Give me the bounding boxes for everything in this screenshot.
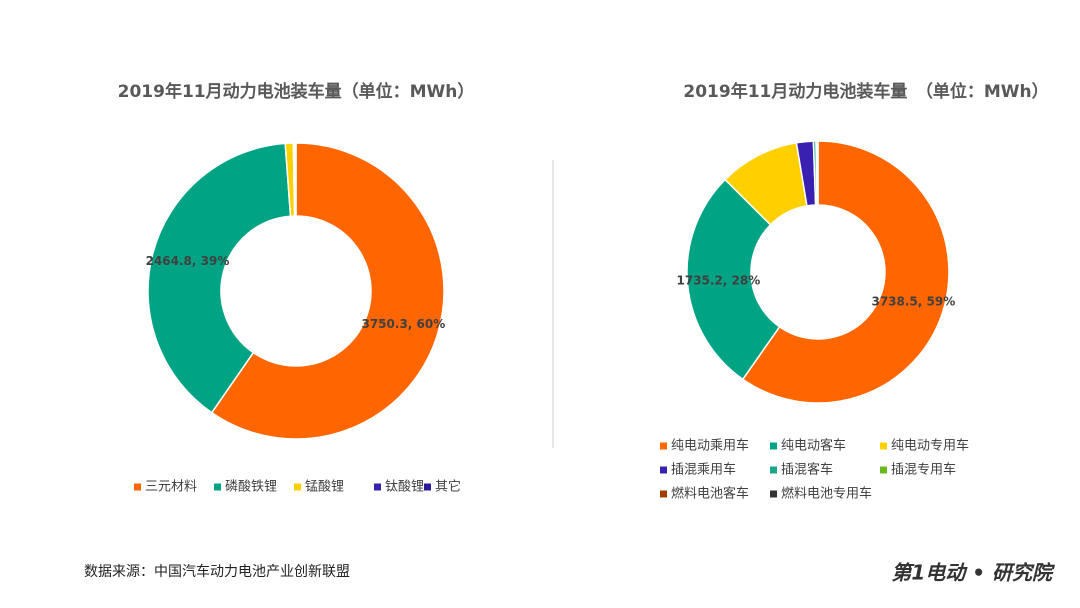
legend-label: 纯电动乘用车 <box>671 438 749 454</box>
legend-label: 纯电动专用车 <box>891 438 969 454</box>
chart-title: 2019年11月动力电池装车量 （单位：MWh） <box>683 81 1048 102</box>
legend-label: 燃料电池专用车 <box>781 486 872 502</box>
data-label: 1735.2, 28% <box>677 273 761 287</box>
legend-label: 插混乘用车 <box>671 462 736 478</box>
chart-title: 2019年11月动力电池装车量（单位：MWh） <box>118 81 475 102</box>
slice <box>741 140 950 404</box>
legend-swatch <box>770 490 777 498</box>
data-label: 3738.5, 59% <box>871 295 955 309</box>
legend-swatch <box>660 490 667 498</box>
legend-label: 锰酸锂 <box>305 480 344 495</box>
legend-label: 其它 <box>435 479 461 495</box>
legend-swatch <box>660 442 667 450</box>
legend-swatch <box>374 483 381 491</box>
legend-label: 纯电动客车 <box>781 438 846 454</box>
legend-swatch <box>770 466 777 474</box>
legend-label: 磷酸铁锂 <box>225 480 277 495</box>
legend-swatch <box>134 483 141 491</box>
legend-label: 燃料电池客车 <box>671 486 749 502</box>
legend-label: 插混客车 <box>781 462 833 478</box>
logo: 第1电动 • 研究院 <box>891 561 1056 585</box>
source: 数据来源：中国汽车动力电池产业创新联盟 <box>84 563 350 580</box>
slice <box>686 178 781 381</box>
legend-label: 插混专用车 <box>891 462 956 478</box>
data-label: 2464.8, 39% <box>146 254 230 268</box>
slice <box>210 142 445 440</box>
data-label: 3750.3, 60% <box>361 317 445 331</box>
legend-label: 三元材料 <box>145 480 197 495</box>
legend-swatch <box>880 442 887 450</box>
legend-swatch <box>294 483 301 491</box>
slice <box>816 140 819 206</box>
legend-swatch <box>214 483 221 491</box>
legend-swatch <box>660 466 667 474</box>
slice <box>294 142 297 217</box>
legend-swatch <box>880 466 887 474</box>
legend-swatch <box>770 442 777 450</box>
legend-swatch <box>424 483 431 491</box>
slice <box>147 142 292 414</box>
legend-label: 钛酸锂 <box>385 480 424 495</box>
